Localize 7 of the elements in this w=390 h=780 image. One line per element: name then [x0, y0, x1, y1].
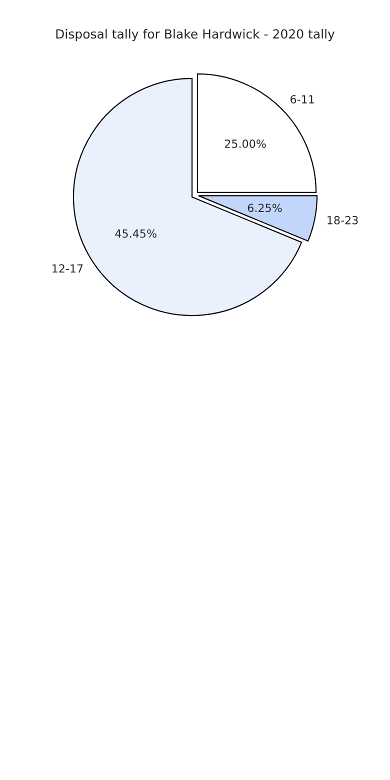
text: 45.45% [115, 229, 156, 238]
text: 6.25% [248, 204, 282, 212]
text: 25.00% [224, 140, 266, 148]
slice-label: 6-11 [290, 95, 314, 104]
slice-label: 18-23 [328, 216, 358, 224]
slice-label: 12-17 [52, 264, 83, 272]
chart-title: Disposal tally for Blake Hardwick - 2020 tally [56, 28, 335, 42]
